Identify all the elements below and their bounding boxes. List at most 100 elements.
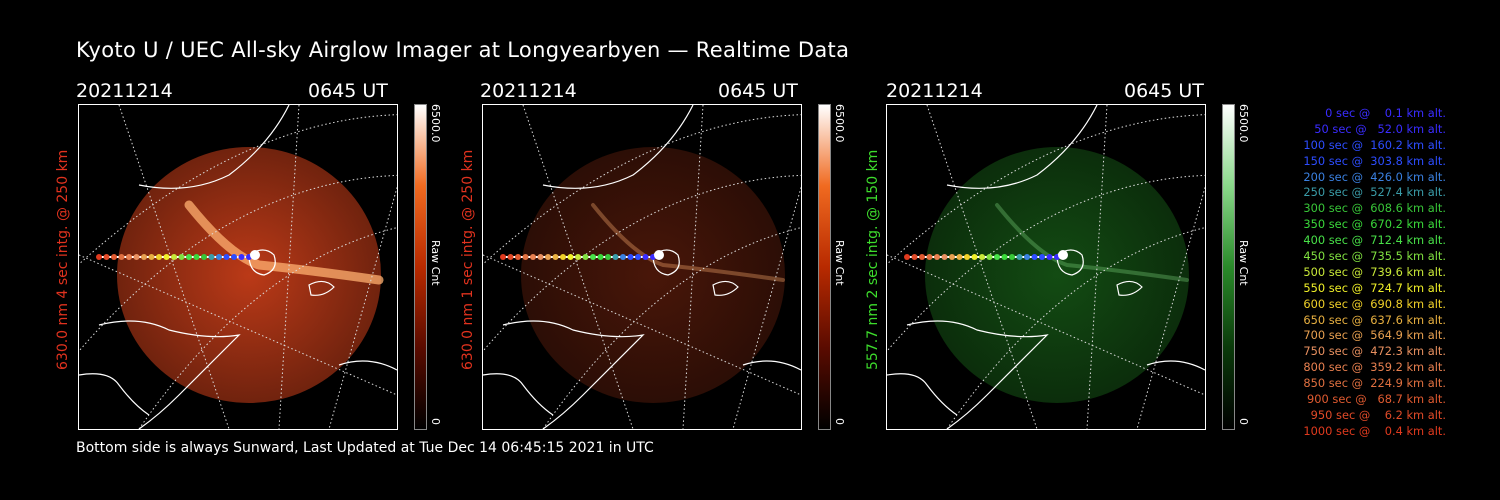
- aurora-arc: [995, 203, 1189, 282]
- panel-3-colorbar-unit: Raw Cnt: [1237, 240, 1250, 286]
- trajectory-marker: [941, 254, 948, 260]
- coastline: [1116, 280, 1143, 296]
- panel-2-time: 0645 UT: [718, 80, 798, 102]
- trajectory-marker: [956, 254, 963, 260]
- panel-2-ylabel: 630.0 nm 1 sec intg. @ 250 km: [460, 149, 476, 370]
- coastline: [308, 280, 335, 296]
- panel-3-colorbar-min: 0: [1237, 418, 1250, 425]
- panel-1-ylabel: 630.0 nm 4 sec intg. @ 250 km: [55, 149, 71, 370]
- site-marker: [250, 250, 260, 260]
- panel-3-time: 0645 UT: [1124, 80, 1204, 102]
- panel-3-colorbar: [1222, 104, 1235, 430]
- trajectory-marker: [1016, 254, 1023, 260]
- grid-line: [887, 174, 1205, 352]
- trajectory-marker: [971, 254, 978, 260]
- legend-row: 100 sec @ 160.2 km alt.: [1303, 137, 1446, 152]
- coastline: [483, 373, 554, 416]
- legend-row: 800 sec @ 359.2 km alt.: [1303, 360, 1446, 375]
- grid-line: [946, 227, 1205, 429]
- trajectory-marker: [201, 254, 207, 260]
- legend-row: 50 sec @ 52.0 km alt.: [1314, 121, 1446, 136]
- panel-2-allsky-image: [482, 104, 802, 430]
- trajectory-marker: [597, 254, 604, 260]
- trajectory-marker: [904, 254, 910, 260]
- trajectory-marker: [949, 254, 955, 260]
- trajectory-marker: [148, 254, 155, 260]
- trajectory-marker: [238, 254, 245, 260]
- trajectory-marker: [1046, 254, 1053, 260]
- trajectory-marker: [582, 254, 589, 260]
- grid-line: [926, 105, 1038, 429]
- legend-row: 1000 sec @ 0.4 km alt.: [1303, 423, 1446, 438]
- panel-3-colorbar-max: 6500.0: [1237, 104, 1250, 143]
- grid-line: [79, 174, 397, 352]
- sky-disk: [117, 147, 381, 403]
- panel-2-colorbar-min: 0: [833, 418, 846, 425]
- trajectory-marker: [567, 254, 574, 260]
- legend-row: 900 sec @ 68.7 km alt.: [1307, 392, 1446, 407]
- grid-line: [483, 174, 801, 352]
- panel-1-colorbar-max: 6500.0: [429, 104, 442, 143]
- legend-row: 950 sec @ 6.2 km alt.: [1310, 407, 1446, 422]
- legend-row: 0 sec @ 0.1 km alt.: [1325, 106, 1446, 120]
- trajectory-marker: [193, 254, 200, 260]
- trajectory-marker: [530, 254, 536, 260]
- site-marker: [1058, 250, 1068, 260]
- trajectory-marker: [964, 254, 970, 260]
- coastline: [1056, 249, 1084, 276]
- trajectory-marker: [1009, 254, 1015, 260]
- trajectory-marker: [133, 254, 140, 260]
- coastline: [712, 280, 739, 296]
- trajectory-marker: [500, 254, 506, 260]
- legend-row: 650 sec @ 637.6 km alt.: [1303, 312, 1446, 327]
- trajectory-marker: [111, 254, 117, 260]
- grid-line: [542, 227, 801, 429]
- trajectory-marker: [994, 254, 1000, 260]
- grid-line: [118, 105, 230, 429]
- trajectory-marker: [216, 254, 222, 260]
- trajectory-marker: [605, 254, 611, 260]
- legend-row: 700 sec @ 564.9 km alt.: [1303, 328, 1446, 343]
- panel-1-allsky-image: [78, 104, 398, 430]
- panel-2-date: 20211214: [480, 80, 577, 102]
- trajectory-marker: [1039, 254, 1045, 260]
- coastline: [502, 320, 645, 429]
- legend-row: 450 sec @ 735.5 km alt.: [1303, 249, 1446, 264]
- grid-line: [138, 227, 397, 429]
- trajectory-marker: [96, 254, 102, 260]
- panel-1-colorbar-unit: Raw Cnt: [429, 240, 442, 286]
- trajectory-marker: [163, 254, 170, 260]
- legend-row: 750 sec @ 472.3 km alt.: [1303, 344, 1446, 359]
- trajectory-marker: [635, 254, 641, 260]
- panel-3-ylabel: 557.7 nm 2 sec intg. @ 150 km: [865, 149, 881, 370]
- coastline: [887, 373, 958, 416]
- trajectory-marker: [223, 254, 230, 260]
- legend-row: 200 sec @ 426.0 km alt.: [1303, 169, 1446, 184]
- trajectory-legend: 0 sec @ 0.1 km alt. 50 sec @ 52.0 km alt…: [1252, 106, 1446, 440]
- trajectory-marker: [560, 254, 566, 260]
- site-marker: [654, 250, 664, 260]
- trajectory-marker: [979, 254, 985, 260]
- trajectory-marker: [919, 254, 925, 260]
- grid-line: [732, 185, 801, 429]
- sky-disk: [521, 147, 785, 403]
- trajectory-marker: [141, 254, 147, 260]
- coastline: [542, 105, 694, 189]
- trajectory-marker: [590, 254, 596, 260]
- trajectory-marker: [178, 254, 185, 260]
- legend-row: 500 sec @ 739.6 km alt.: [1303, 264, 1446, 279]
- legend-row: 850 sec @ 224.9 km alt.: [1303, 376, 1446, 391]
- footer-note: Bottom side is always Sunward, Last Upda…: [76, 440, 654, 456]
- trajectory-marker: [642, 254, 649, 260]
- trajectory-marker: [1031, 254, 1038, 260]
- coastline: [248, 249, 276, 276]
- legend-row: 150 sec @ 303.8 km alt.: [1303, 153, 1446, 168]
- trajectory-marker: [612, 254, 619, 260]
- grid-line: [522, 105, 634, 429]
- trajectory-marker: [118, 254, 125, 260]
- page-title: Kyoto U / UEC All-sky Airglow Imager at …: [76, 38, 850, 62]
- trajectory-marker: [208, 254, 215, 260]
- legend-row: 250 sec @ 527.4 km alt.: [1303, 185, 1446, 200]
- trajectory-marker: [186, 254, 192, 260]
- legend-row: 600 sec @ 690.8 km alt.: [1303, 296, 1446, 311]
